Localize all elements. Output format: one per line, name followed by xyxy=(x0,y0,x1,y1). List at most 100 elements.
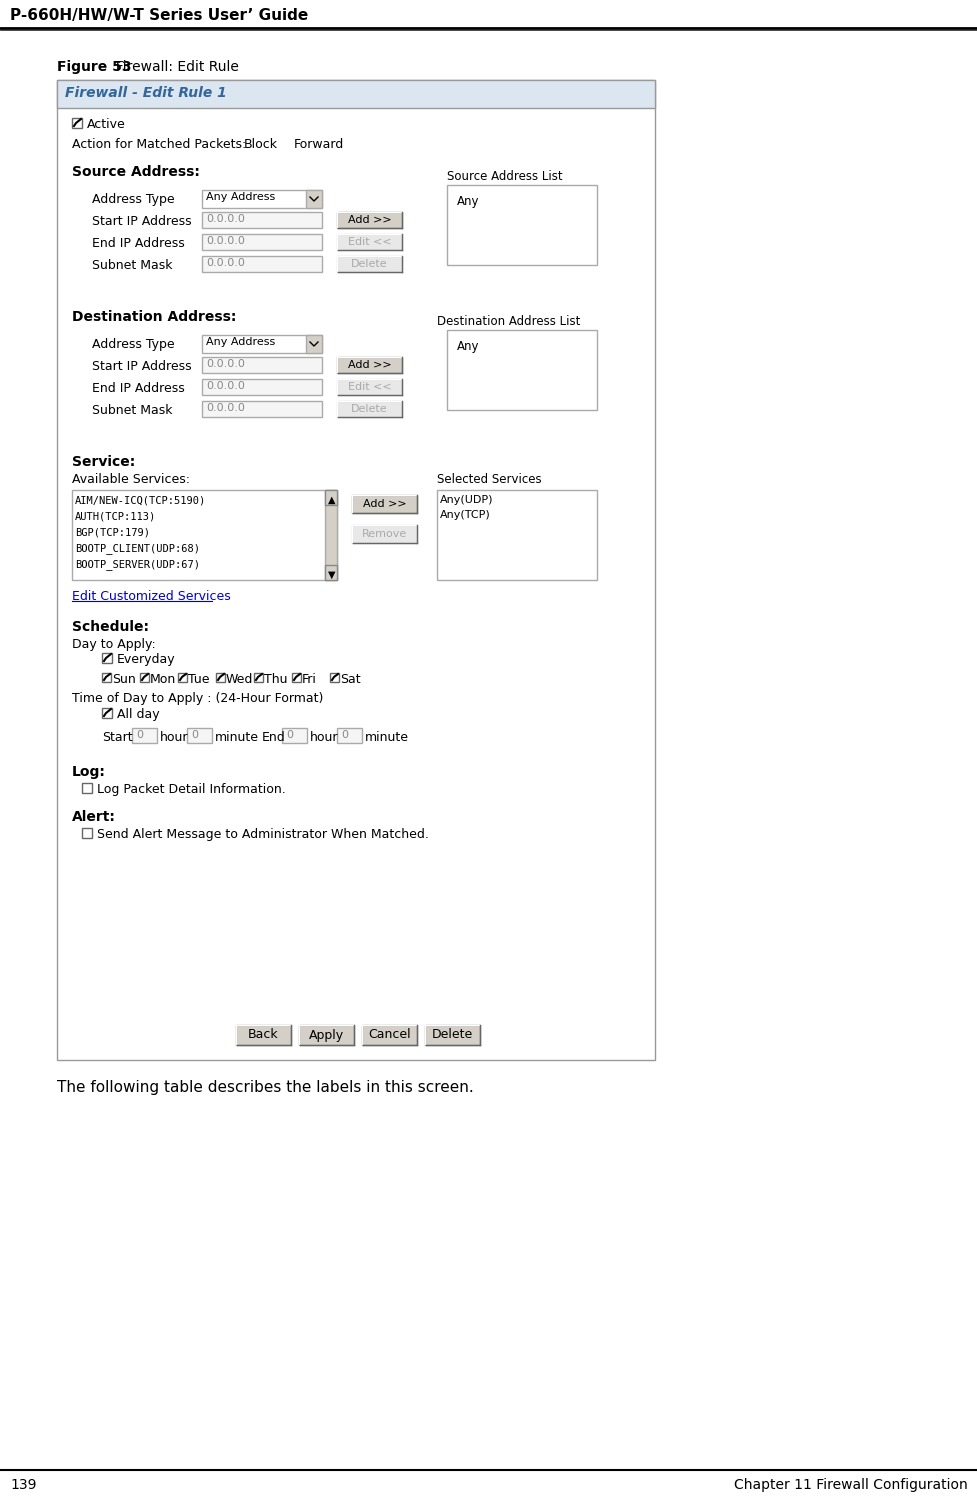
Bar xyxy=(361,1025,416,1045)
Text: 0.0.0.0: 0.0.0.0 xyxy=(206,359,244,370)
Bar xyxy=(337,212,402,228)
Bar xyxy=(72,490,337,580)
Bar xyxy=(437,490,596,580)
Bar xyxy=(202,358,321,373)
Text: hour: hour xyxy=(160,730,189,744)
Text: AUTH(TCP:113): AUTH(TCP:113) xyxy=(75,511,156,522)
Bar xyxy=(352,525,416,543)
Bar xyxy=(299,1025,354,1045)
Text: Service:: Service: xyxy=(72,455,135,469)
Text: Any: Any xyxy=(456,195,479,207)
Text: Delete: Delete xyxy=(351,404,388,413)
Text: Source Address:: Source Address: xyxy=(72,165,199,179)
Bar xyxy=(57,80,655,108)
Bar xyxy=(202,212,321,228)
Text: 0: 0 xyxy=(191,730,197,739)
Text: Log:: Log: xyxy=(72,765,106,779)
Text: Apply: Apply xyxy=(309,1028,344,1042)
Text: 139: 139 xyxy=(10,1477,36,1492)
Bar xyxy=(337,256,402,272)
Text: Subnet Mask: Subnet Mask xyxy=(92,404,172,416)
Text: Sun: Sun xyxy=(112,673,136,685)
Bar xyxy=(202,189,321,207)
Bar xyxy=(324,490,337,580)
Bar xyxy=(254,673,263,682)
Text: ▼: ▼ xyxy=(327,570,335,580)
Bar xyxy=(72,119,82,128)
Text: 0.0.0.0: 0.0.0.0 xyxy=(206,236,244,246)
Text: Source Address List: Source Address List xyxy=(446,170,562,183)
Bar xyxy=(235,1025,291,1045)
Text: Day to Apply:: Day to Apply: xyxy=(72,637,155,651)
Text: Thu: Thu xyxy=(264,673,287,685)
Text: Schedule:: Schedule: xyxy=(72,621,149,634)
Text: Everyday: Everyday xyxy=(117,652,176,666)
Text: BOOTP_SERVER(UDP:67): BOOTP_SERVER(UDP:67) xyxy=(75,559,199,570)
Bar xyxy=(82,783,92,794)
Bar xyxy=(337,401,402,416)
Bar xyxy=(202,401,321,416)
Text: Address Type: Address Type xyxy=(92,192,175,206)
Bar xyxy=(132,727,157,742)
Text: Firewall: Edit Rule: Firewall: Edit Rule xyxy=(106,60,238,74)
Text: 0.0.0.0: 0.0.0.0 xyxy=(206,213,244,224)
Bar xyxy=(178,673,187,682)
Text: 0.0.0.0: 0.0.0.0 xyxy=(206,259,244,268)
Bar xyxy=(102,708,112,718)
Text: Active: Active xyxy=(87,119,126,131)
Text: 0.0.0.0: 0.0.0.0 xyxy=(206,403,244,413)
Text: End IP Address: End IP Address xyxy=(92,382,185,395)
Text: Delete: Delete xyxy=(432,1028,473,1042)
Text: Destination Address:: Destination Address: xyxy=(72,310,236,325)
Text: Start IP Address: Start IP Address xyxy=(92,215,191,228)
Text: 0: 0 xyxy=(341,730,348,739)
Bar xyxy=(425,1025,480,1045)
Text: Edit <<: Edit << xyxy=(348,382,391,392)
Text: Any(UDP): Any(UDP) xyxy=(440,494,493,505)
Text: Add >>: Add >> xyxy=(348,361,391,370)
Bar xyxy=(281,727,307,742)
Circle shape xyxy=(284,141,288,146)
Text: Start IP Address: Start IP Address xyxy=(92,361,191,373)
Text: minute: minute xyxy=(215,730,259,744)
Bar xyxy=(337,358,402,373)
Bar xyxy=(446,331,596,410)
Bar xyxy=(187,727,212,742)
Text: Tue: Tue xyxy=(188,673,209,685)
Text: Sat: Sat xyxy=(340,673,361,685)
Text: Block: Block xyxy=(243,138,277,150)
Bar xyxy=(292,673,301,682)
Text: Any(TCP): Any(TCP) xyxy=(440,510,490,520)
Text: Edit <<: Edit << xyxy=(348,237,391,246)
Text: Delete: Delete xyxy=(351,259,388,269)
Text: Any: Any xyxy=(456,340,479,353)
Text: Time of Day to Apply : (24-Hour Format): Time of Day to Apply : (24-Hour Format) xyxy=(72,691,323,705)
Bar xyxy=(337,379,402,395)
Text: 0: 0 xyxy=(285,730,293,739)
Text: Forward: Forward xyxy=(294,138,344,150)
Text: Figure 53: Figure 53 xyxy=(57,60,131,74)
Text: hour: hour xyxy=(310,730,338,744)
Text: Alert:: Alert: xyxy=(72,810,115,824)
Text: AIM/NEW-ICQ(TCP:5190): AIM/NEW-ICQ(TCP:5190) xyxy=(75,494,206,505)
Text: Remove: Remove xyxy=(361,529,406,540)
Text: BOOTP_CLIENT(UDP:68): BOOTP_CLIENT(UDP:68) xyxy=(75,543,199,555)
Bar xyxy=(202,234,321,249)
Bar xyxy=(324,565,337,580)
Text: All day: All day xyxy=(117,708,159,721)
Text: The following table describes the labels in this screen.: The following table describes the labels… xyxy=(57,1081,473,1096)
Text: 0: 0 xyxy=(136,730,143,739)
Text: Destination Address List: Destination Address List xyxy=(437,316,579,328)
Text: Any Address: Any Address xyxy=(206,337,275,347)
Bar xyxy=(337,234,402,249)
Text: Fri: Fri xyxy=(302,673,317,685)
Bar xyxy=(102,652,112,663)
Text: Log Packet Detail Information.: Log Packet Detail Information. xyxy=(97,783,285,797)
Bar xyxy=(306,335,321,353)
Text: Firewall - Edit Rule 1: Firewall - Edit Rule 1 xyxy=(64,86,227,101)
Text: Cancel: Cancel xyxy=(367,1028,410,1042)
Bar xyxy=(446,185,596,265)
Text: Selected Services: Selected Services xyxy=(437,473,541,485)
Text: Wed: Wed xyxy=(226,673,253,685)
Bar xyxy=(337,727,361,742)
